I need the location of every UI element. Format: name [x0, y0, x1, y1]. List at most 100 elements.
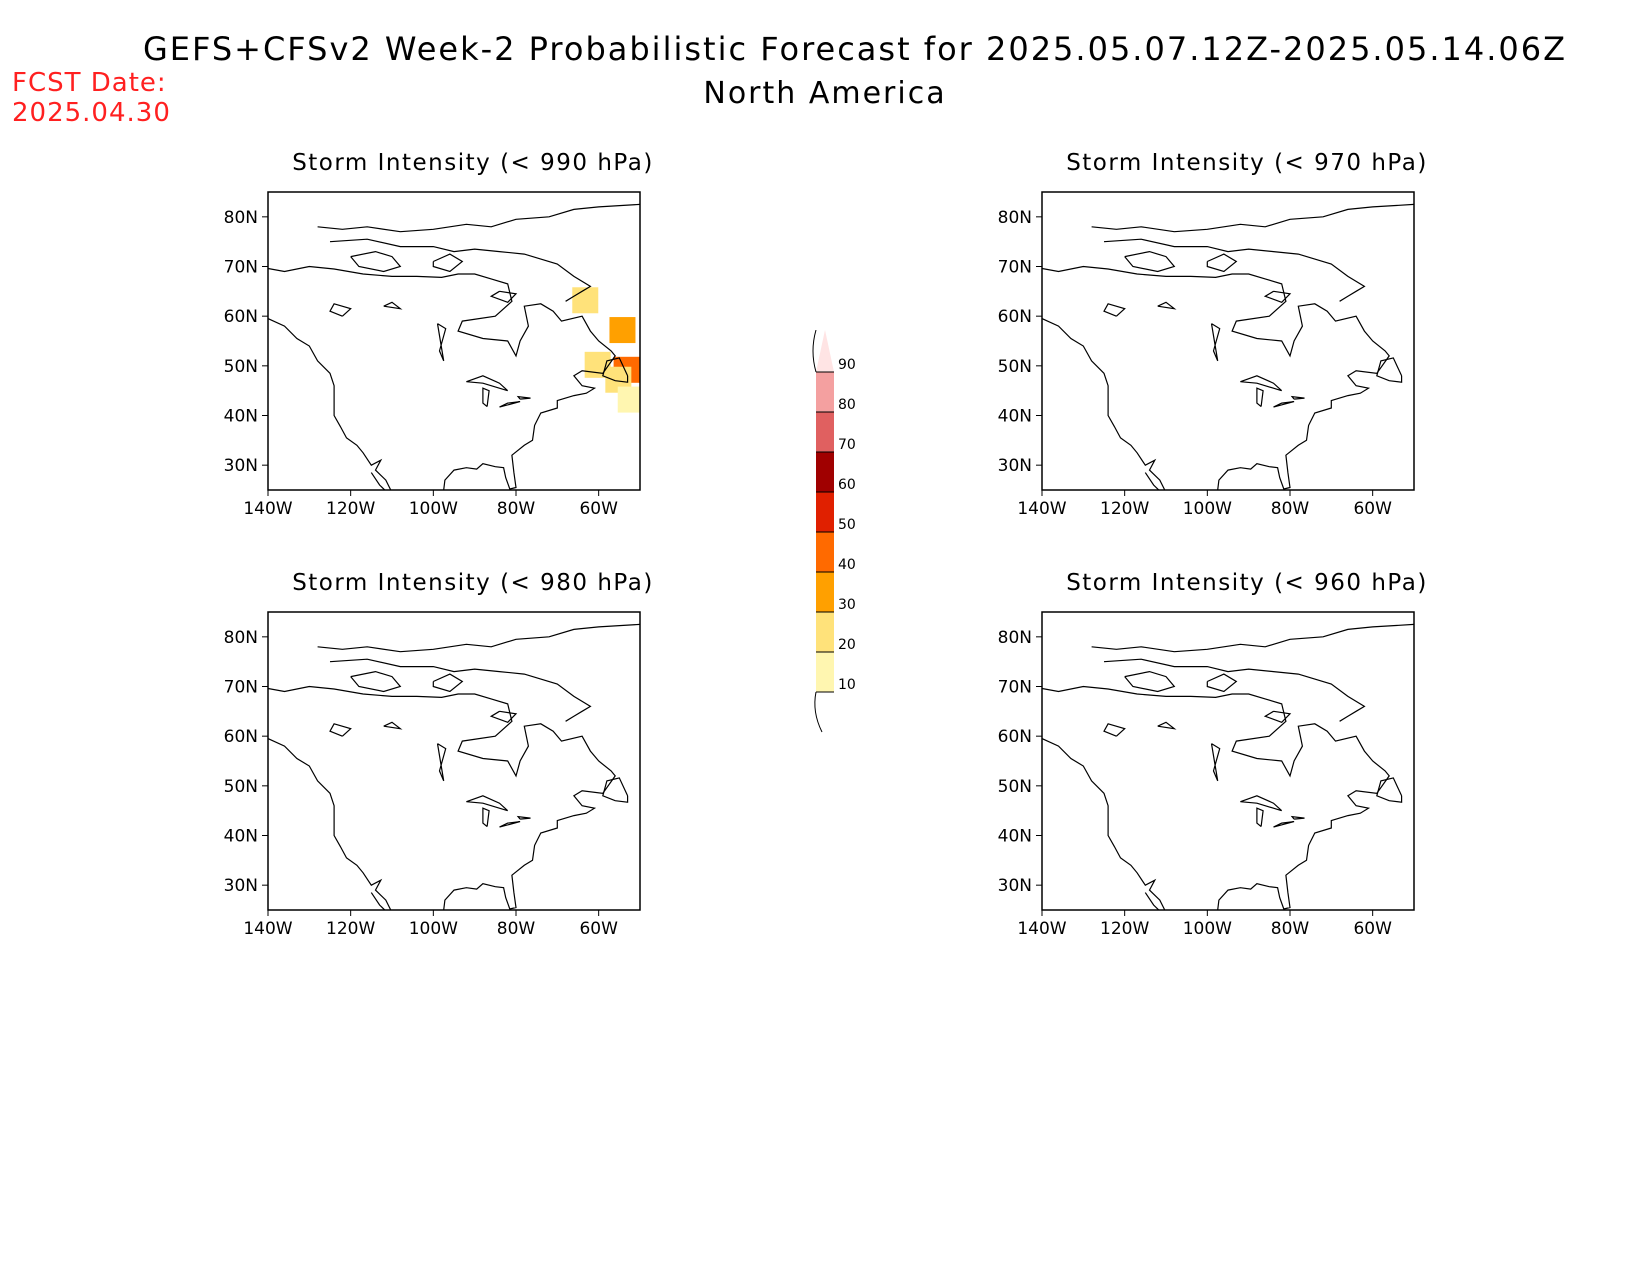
lon-label: 100W — [409, 919, 458, 939]
lat-label: 30N — [998, 876, 1032, 896]
coastline — [436, 743, 447, 782]
coastline — [466, 795, 509, 812]
coastline — [370, 472, 386, 490]
coastline — [1157, 721, 1177, 730]
probability-shade-cell — [617, 386, 640, 413]
lat-label: 60N — [224, 727, 258, 747]
coastline — [1103, 658, 1366, 722]
lat-label: 50N — [224, 357, 258, 377]
lat-label: 40N — [224, 407, 258, 427]
coastline — [432, 253, 464, 273]
lon-label: 60W — [579, 499, 618, 519]
coastline — [329, 658, 592, 722]
lat-label: 40N — [998, 827, 1032, 847]
colorbar-top-outline — [812, 330, 817, 373]
coastline — [1263, 290, 1292, 303]
lat-label: 70N — [224, 258, 258, 278]
fcst-date-value: 2025.04.30 — [12, 98, 171, 128]
map-panel-990: Storm Intensity (< 990 hPa) 80N 70N 60N 50N… — [208, 150, 728, 550]
coastline — [489, 290, 518, 303]
colorbar-label: 10 — [838, 677, 856, 693]
colorbar-segment — [816, 652, 834, 692]
map-frame — [1041, 611, 1415, 911]
lon-label: 140W — [243, 499, 292, 519]
coastline — [1273, 821, 1295, 828]
map-svg: 80N 70N 60N 50N 40N 30N 140W 120W 100W 80W 60W — [224, 611, 641, 939]
coastline — [1376, 777, 1403, 803]
lon-label: 140W — [1017, 499, 1066, 519]
coastline — [1042, 685, 1390, 910]
coastline — [489, 710, 518, 723]
coastline — [1042, 738, 1166, 910]
lat-label: 70N — [998, 678, 1032, 698]
colorbar-segment — [816, 532, 834, 572]
coastline — [1290, 395, 1305, 400]
lon-label: 120W — [326, 499, 375, 519]
fcst-date-label: FCST Date: — [12, 68, 167, 98]
colorbar-bottom-outline — [814, 691, 823, 733]
colorbar-segment — [816, 372, 834, 412]
colorbar-segment — [816, 572, 834, 612]
lat-label: 80N — [998, 208, 1032, 228]
main-title: GEFS+CFSv2 Week-2 Probabilistic Forecast… — [142, 30, 1568, 68]
map-svg: 80N 70N 60N 50N 40N 30N 140W 120W 100W 80W 60W — [998, 191, 1415, 519]
coastline — [268, 738, 392, 910]
lat-label: 60N — [998, 727, 1032, 747]
coastline — [1376, 357, 1403, 383]
lat-label: 30N — [224, 876, 258, 896]
colorbar-top-cap — [816, 330, 834, 372]
coastline — [268, 265, 616, 490]
colorbar-label: 20 — [838, 637, 856, 653]
coastline — [1240, 375, 1283, 392]
lon-label: 80W — [1271, 919, 1310, 939]
colorbar-label: 50 — [838, 517, 856, 533]
coastline — [1206, 673, 1238, 693]
map-svg: 80N 70N 60N 50N 40N 30N 140W 120W 100W 80W 60W — [224, 191, 641, 519]
coastline — [499, 821, 521, 828]
coastline — [1091, 203, 1414, 233]
coastline — [466, 375, 509, 392]
coastline — [383, 721, 403, 730]
coastline — [1124, 670, 1176, 693]
coastline — [1103, 303, 1126, 317]
map-panel-980: Storm Intensity (< 980 hPa) 80N 70N 60N 50N… — [208, 570, 728, 970]
colorbar-label: 70 — [838, 437, 856, 453]
coastline — [350, 250, 402, 273]
map-frame — [267, 611, 641, 911]
lon-label: 100W — [1183, 499, 1232, 519]
probability-colorbar: 10 20 30 40 50 60 70 80 90 — [812, 330, 856, 733]
coastline — [1290, 815, 1305, 820]
lon-label: 140W — [1017, 919, 1066, 939]
lat-label: 80N — [998, 628, 1032, 648]
panel-title: Storm Intensity (< 970 hPa) — [1066, 150, 1428, 176]
colorbar-segment — [816, 412, 834, 452]
lat-label: 30N — [998, 456, 1032, 476]
lon-label: 120W — [326, 919, 375, 939]
coastline — [482, 387, 490, 408]
colorbar-segment — [816, 452, 834, 492]
coastline — [350, 670, 402, 693]
panel-title: Storm Intensity (< 980 hPa) — [292, 570, 654, 596]
coastline — [1206, 253, 1238, 273]
colorbar-label: 80 — [838, 397, 856, 413]
coastline — [1144, 472, 1160, 490]
coastline — [499, 401, 521, 408]
lon-label: 80W — [497, 499, 536, 519]
coastline — [1210, 323, 1221, 362]
lat-label: 60N — [998, 307, 1032, 327]
coastline — [1157, 301, 1177, 310]
lon-label: 60W — [1353, 499, 1392, 519]
map-panel-960: Storm Intensity (< 960 hPa) 80N 70N 60N 50N… — [982, 570, 1502, 970]
lon-label: 100W — [409, 499, 458, 519]
colorbar-segment — [816, 492, 834, 532]
coastline — [1256, 387, 1264, 408]
coastline — [329, 303, 352, 317]
forecast-date-block: FCST Date: 2025.04.30 — [12, 68, 171, 128]
map-svg: 80N 70N 60N 50N 40N 30N 140W 120W 100W 80W 60W — [998, 611, 1415, 939]
lon-label: 120W — [1100, 919, 1149, 939]
lat-label: 80N — [224, 208, 258, 228]
coastline — [370, 892, 386, 910]
lat-label: 60N — [224, 307, 258, 327]
lat-label: 40N — [998, 407, 1032, 427]
coastline — [482, 807, 490, 828]
